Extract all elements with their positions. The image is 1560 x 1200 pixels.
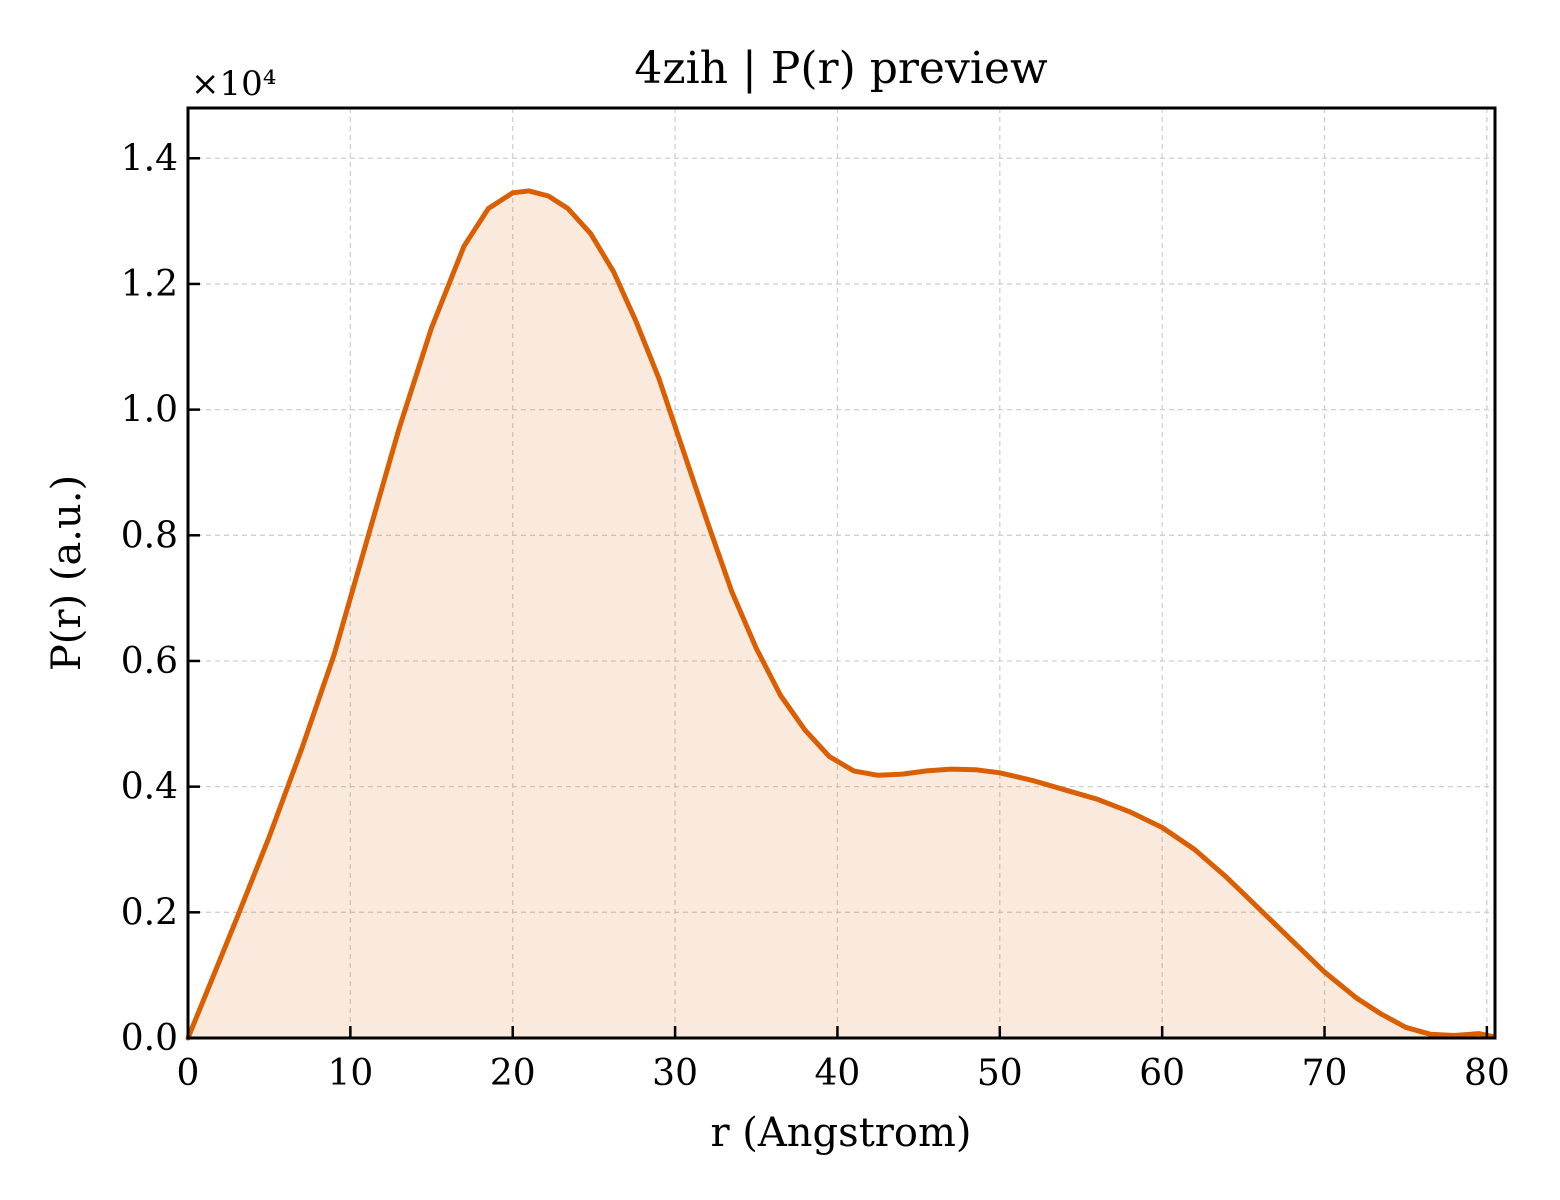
y-tick-label: 0.0 — [121, 1018, 178, 1059]
x-axis-label: r (Angstrom) — [710, 1110, 971, 1156]
y-tick-label: 0.4 — [121, 767, 178, 808]
series-line — [185, 188, 1496, 1041]
y-tick-label: 1.2 — [121, 264, 178, 305]
x-tick-label: 40 — [815, 1053, 861, 1094]
x-tick-label: 10 — [327, 1053, 373, 1094]
y-scale-multiplier: ×10⁴ — [191, 64, 276, 104]
chart-title: 4zih | P(r) preview — [634, 43, 1048, 94]
plot-frame — [186, 106, 1497, 1040]
axis-ticks — [186, 157, 1489, 1040]
x-tick-label: 80 — [1464, 1053, 1510, 1094]
x-tick-label: 20 — [490, 1053, 536, 1094]
x-tick-label: 30 — [652, 1053, 698, 1094]
x-tick-label: 70 — [1302, 1053, 1348, 1094]
y-tick-label: 1.4 — [121, 138, 178, 179]
y-tick-label: 0.2 — [121, 892, 178, 933]
x-tick-label: 50 — [977, 1053, 1023, 1094]
y-tick-label: 0.6 — [121, 641, 178, 682]
x-tick-label: 60 — [1139, 1053, 1185, 1094]
axis-tick-labels: 0 10 20 30 40 50 60 70 80 0.0 0.2 0.4 0.6 0.8 1.0 1.2 1.… — [121, 138, 1510, 1094]
x-tick-label: 0 — [177, 1053, 200, 1094]
y-tick-label: 1.0 — [121, 390, 178, 431]
y-tick-label: 0.8 — [121, 515, 178, 556]
y-axis-label: P(r) (a.u.) — [44, 475, 90, 671]
area-fill — [188, 190, 1494, 1038]
